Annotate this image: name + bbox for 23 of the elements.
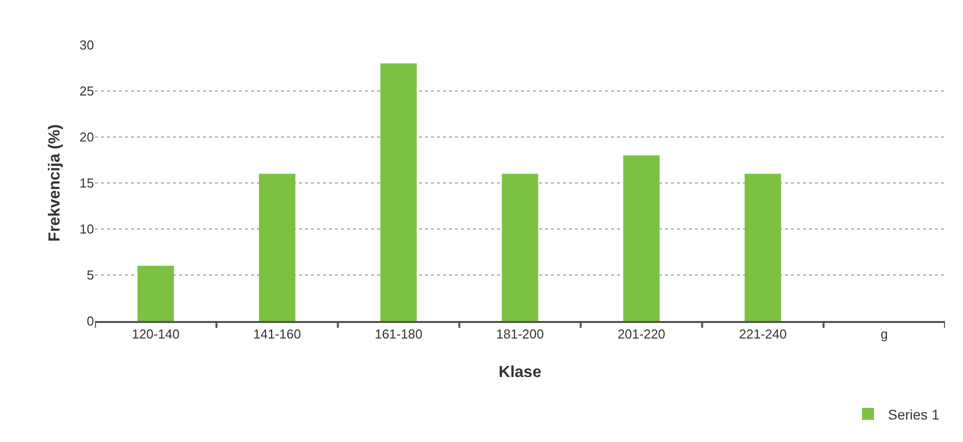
- x-axis-title: Klase: [498, 364, 542, 381]
- y-tick-label: 10: [80, 222, 94, 237]
- x-tick-label: 141-160: [253, 326, 301, 342]
- x-tick-label: 181-200: [496, 326, 544, 342]
- x-tick-label: 201-220: [618, 326, 666, 342]
- bar: [258, 174, 296, 321]
- y-tick-label: 15: [80, 176, 94, 191]
- y-tick-label: 20: [80, 130, 94, 145]
- x-tick-label: 161-180: [374, 326, 422, 342]
- bar: [380, 63, 417, 321]
- bar: [138, 266, 174, 321]
- y-tick-label: 0: [86, 314, 94, 329]
- y-tick-label: 25: [80, 84, 94, 99]
- legend-label: Series 1: [888, 406, 940, 422]
- y-tick-label: 30: [80, 38, 94, 53]
- x-tick-label: 120-140: [132, 326, 180, 342]
- bar: [502, 174, 538, 321]
- y-tick-label: 5: [86, 268, 94, 283]
- x-tick-label: 221-240: [739, 326, 787, 342]
- y-axis-title: Frekvencija (%): [46, 124, 64, 242]
- x-tick-label: g: [880, 326, 888, 342]
- bar: [744, 174, 782, 321]
- bar: [623, 155, 660, 321]
